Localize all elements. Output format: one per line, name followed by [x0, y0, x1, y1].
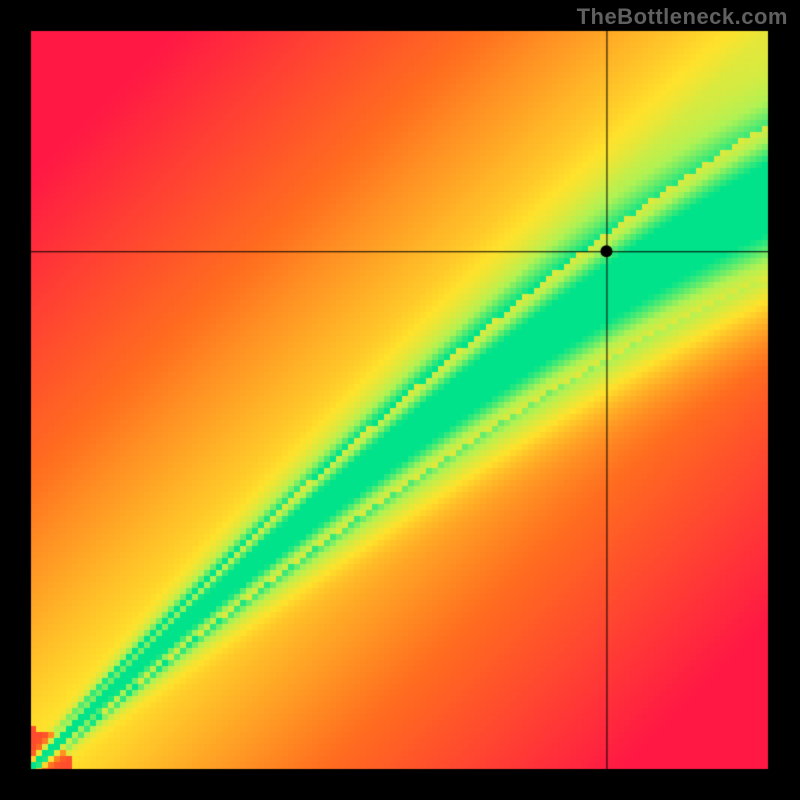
bottleneck-heatmap-canvas [0, 0, 800, 800]
watermark-label: TheBottleneck.com [577, 4, 788, 30]
